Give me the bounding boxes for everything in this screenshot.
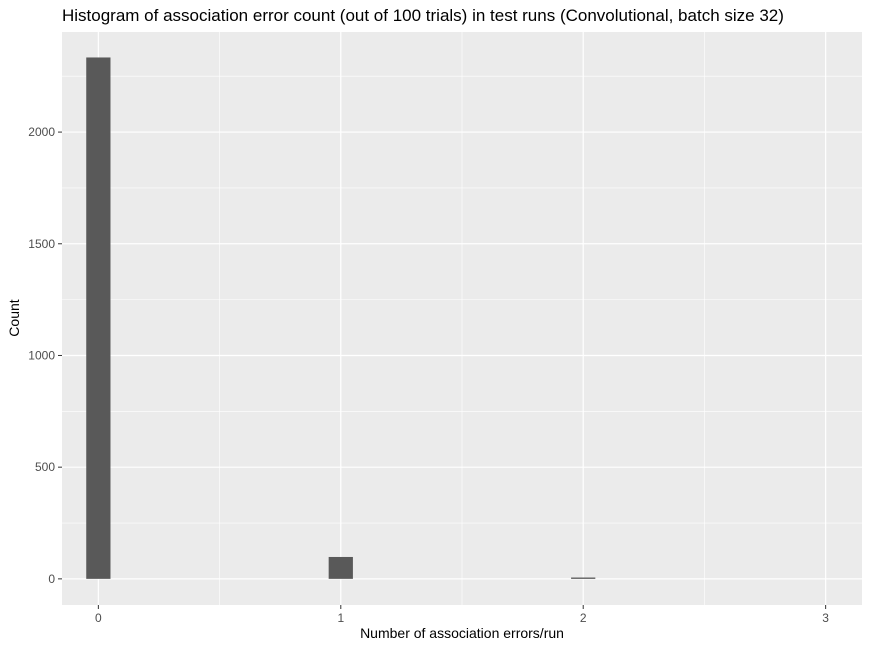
x-axis-title: Number of association errors/run (360, 625, 564, 641)
y-tick-label: 1000 (28, 348, 55, 362)
y-tick-label: 1500 (28, 237, 55, 251)
y-axis: 0 500 1000 1500 2000 (28, 125, 62, 586)
y-axis-title: Count (6, 299, 22, 336)
x-tick-label: 2 (580, 611, 587, 625)
y-tick-label: 0 (48, 572, 55, 586)
x-tick-label: 1 (337, 611, 344, 625)
histogram-bar (328, 556, 353, 579)
x-tick-label: 3 (822, 611, 829, 625)
y-tick-label: 500 (35, 460, 55, 474)
bars (86, 57, 596, 579)
y-tick-label: 2000 (28, 125, 55, 139)
histogram-bar (86, 57, 111, 579)
chart-title: Histogram of association error count (ou… (62, 6, 784, 25)
histogram-bar (571, 577, 596, 579)
x-tick-label: 0 (95, 611, 102, 625)
grid-minor (62, 32, 862, 605)
x-axis: 0 1 2 3 (95, 605, 829, 625)
